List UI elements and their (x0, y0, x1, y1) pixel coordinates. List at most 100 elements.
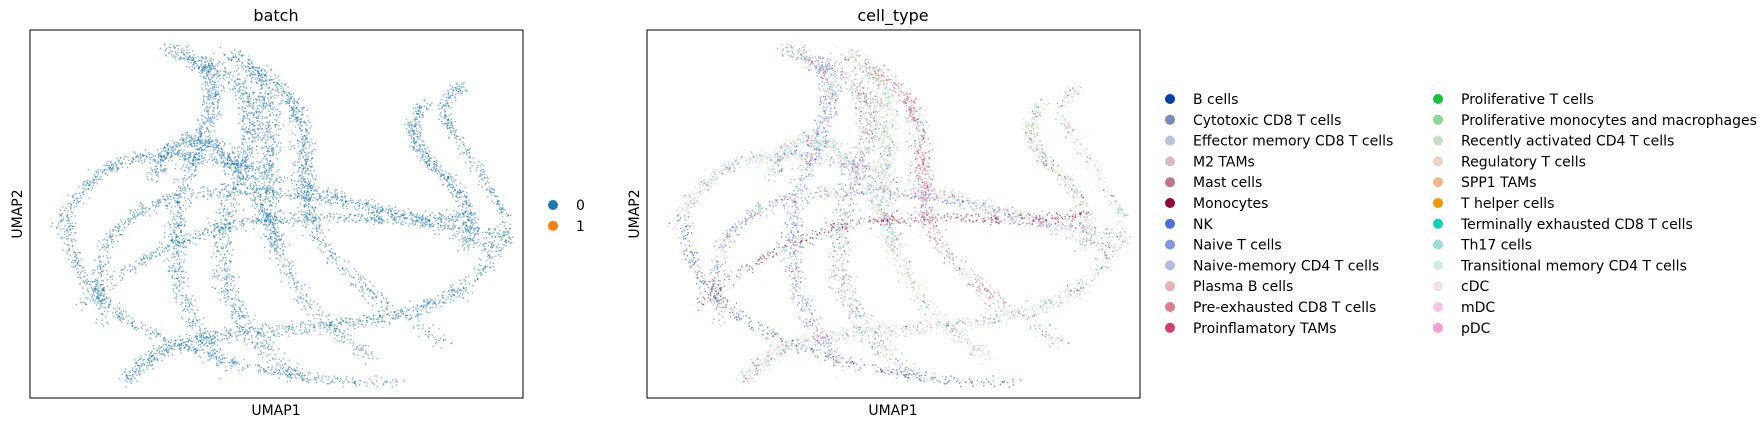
scatter-point (175, 53, 178, 55)
scatter-point (317, 247, 319, 249)
scatter-point (201, 55, 203, 58)
scatter-point (219, 377, 221, 380)
scatter-point (303, 181, 305, 183)
scatter-point (476, 241, 479, 244)
scatter-point (215, 256, 217, 258)
scatter-point (194, 163, 197, 165)
scatter-point (257, 75, 260, 77)
scatter-point (141, 203, 143, 205)
scatter-point (271, 232, 273, 235)
scatter-point (291, 326, 293, 328)
scatter-point (213, 107, 215, 110)
scatter-point (455, 235, 457, 238)
scatter-point (226, 292, 229, 295)
scatter-point (301, 372, 304, 374)
scatter-point (492, 265, 495, 268)
scatter-point (421, 223, 423, 225)
scatter-point (95, 285, 97, 288)
scatter-point (402, 210, 404, 212)
scatter-point (255, 76, 257, 79)
scatter-point (206, 105, 208, 108)
scatter-point (227, 211, 230, 214)
scatter-point (308, 185, 310, 188)
scatter-point (258, 120, 261, 122)
scatter-point (334, 337, 336, 340)
scatter-point (101, 306, 103, 308)
scatter-point (242, 174, 244, 176)
scatter-point (293, 112, 295, 114)
scatter-point (459, 279, 461, 281)
scatter-point (171, 54, 173, 56)
scatter-point (265, 224, 267, 226)
scatter-point (358, 205, 360, 207)
scatter-point (103, 164, 105, 167)
scatter-point (200, 150, 202, 152)
scatter-point (253, 136, 255, 139)
scatter-point (224, 327, 226, 329)
scatter-point (298, 187, 300, 190)
scatter-point (229, 88, 231, 90)
scatter-point (262, 104, 265, 107)
scatter-point (185, 302, 187, 304)
scatter-point (159, 47, 162, 50)
scatter-point (238, 82, 240, 85)
scatter-point (242, 177, 245, 180)
scatter-point (365, 344, 367, 347)
scatter-point (257, 99, 260, 101)
scatter-point (275, 253, 277, 255)
scatter-point (245, 130, 248, 133)
scatter-point (279, 254, 281, 257)
scatter-point (362, 206, 364, 208)
scatter-point (316, 193, 319, 195)
scatter-point (225, 245, 228, 247)
scatter-point (246, 114, 249, 116)
scatter-point (473, 243, 475, 245)
scatter-point (309, 127, 311, 129)
scatter-point (99, 299, 101, 302)
scatter-point (224, 294, 226, 296)
scatter-point (185, 305, 187, 307)
scatter-point (250, 163, 252, 166)
scatter-point (401, 214, 404, 217)
scatter-point (326, 196, 328, 199)
scatter-point (442, 294, 444, 297)
scatter-point (343, 204, 345, 206)
scatter-point (128, 223, 130, 225)
scatter-point (213, 275, 215, 277)
scatter-point (367, 204, 369, 206)
scatter-point (238, 106, 240, 109)
scatter-point (276, 178, 278, 181)
scatter-point (220, 221, 223, 224)
scatter-point (310, 308, 312, 310)
scatter-point (221, 242, 224, 245)
scatter-point (235, 294, 237, 296)
scatter-point (192, 173, 195, 176)
scatter-point (134, 216, 136, 218)
scatter-point (486, 265, 488, 268)
scatter-point (202, 157, 205, 159)
scatter-point (238, 171, 240, 173)
scatter-point (205, 341, 208, 343)
scatter-point (367, 202, 369, 204)
scatter-point (185, 166, 187, 169)
scatter-point (141, 162, 143, 164)
scatter-point (185, 179, 187, 181)
scatter-point (196, 320, 199, 322)
scatter-point (262, 105, 264, 108)
scatter-point (212, 76, 214, 78)
scatter-point (277, 90, 279, 92)
scatter-point (283, 263, 285, 265)
scatter-point (270, 148, 272, 151)
scatter-point (425, 308, 427, 310)
scatter-point (311, 190, 313, 192)
scatter-point (238, 318, 241, 320)
scatter-point (305, 199, 307, 201)
scatter-point (182, 52, 184, 54)
scatter-point (144, 149, 147, 151)
scatter-point (148, 358, 151, 360)
scatter-point (299, 126, 301, 128)
scatter-point (219, 46, 222, 49)
scatter-point (238, 330, 241, 332)
scatter-point (290, 194, 292, 196)
scatter-point (276, 108, 279, 111)
